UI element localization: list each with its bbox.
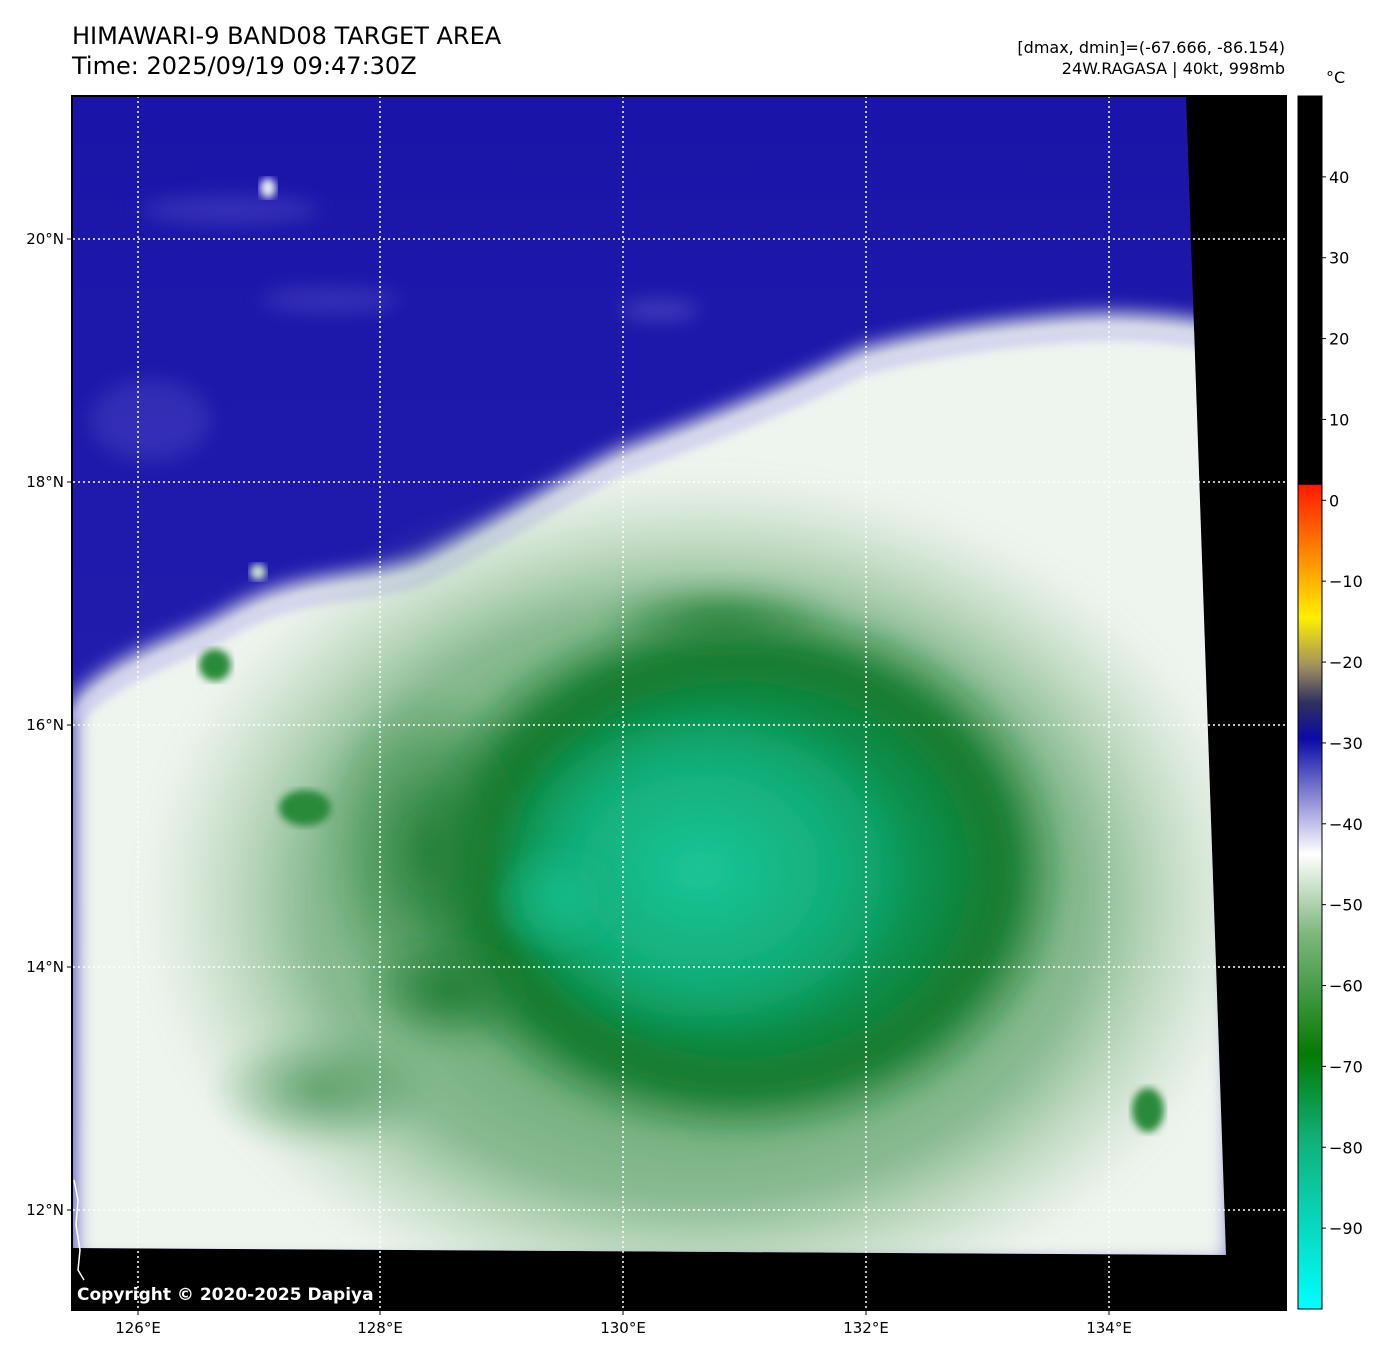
colorbar-tick-label: −50 — [1329, 896, 1363, 915]
figure-time: Time: 2025/09/19 09:47:30Z — [72, 52, 417, 80]
imagery — [73, 96, 1226, 1255]
colorbar-tick-label: 0 — [1329, 491, 1339, 510]
axis-ticks — [67, 238, 1110, 1315]
graticule — [73, 96, 1286, 1310]
colorbar-unit: °C — [1326, 68, 1346, 87]
colorbar-ticks: 40 30 20 10 0 −10 −20 −30 −40 −50 −60 −70 −80 −90 — [1322, 168, 1363, 1238]
lon-label-134: 134°E — [1086, 1319, 1132, 1337]
copyright-text: Copyright © 2020-2025 Dapiya — [77, 1285, 374, 1305]
colorbar-tick-label: −70 — [1329, 1057, 1363, 1076]
lon-label-130: 130°E — [600, 1319, 646, 1337]
lat-label-18: 18°N — [26, 473, 64, 491]
colorbar-tick-label: −80 — [1329, 1138, 1363, 1157]
map-frame — [71, 95, 1287, 1311]
colorbar-tick-label: 10 — [1329, 410, 1349, 429]
lat-label-14: 14°N — [26, 958, 64, 976]
coastline — [73, 1179, 85, 1281]
colorbar-tick-label: −30 — [1329, 734, 1363, 753]
lat-label-12: 12°N — [26, 1201, 64, 1219]
figure-title: HIMAWARI-9 BAND08 TARGET AREA — [72, 22, 502, 50]
colorbar-tick-label: −90 — [1329, 1219, 1363, 1238]
colorbar-tick-label: −60 — [1329, 977, 1363, 996]
lon-label-126: 126°E — [115, 1319, 161, 1337]
colorbar-tick-label: 20 — [1329, 330, 1349, 349]
lat-label-20: 20°N — [26, 230, 64, 248]
lat-label-16: 16°N — [26, 716, 64, 734]
colorbar-tick-label: 40 — [1329, 168, 1349, 187]
lon-label-128: 128°E — [357, 1319, 403, 1337]
storm-info-label: 24W.RAGASA | 40kt, 998mb — [1061, 59, 1285, 78]
colorbar-tick-label: 30 — [1329, 249, 1349, 268]
colorbar-tick-label: −40 — [1329, 815, 1363, 834]
data-range-label: [dmax, dmin]=(-67.666, -86.154) — [1017, 38, 1285, 57]
colorbar — [1297, 95, 1323, 1310]
lon-label-132: 132°E — [843, 1319, 889, 1337]
colorbar-tick-label: −20 — [1329, 653, 1363, 672]
colorbar-tick-label: −10 — [1329, 572, 1363, 591]
